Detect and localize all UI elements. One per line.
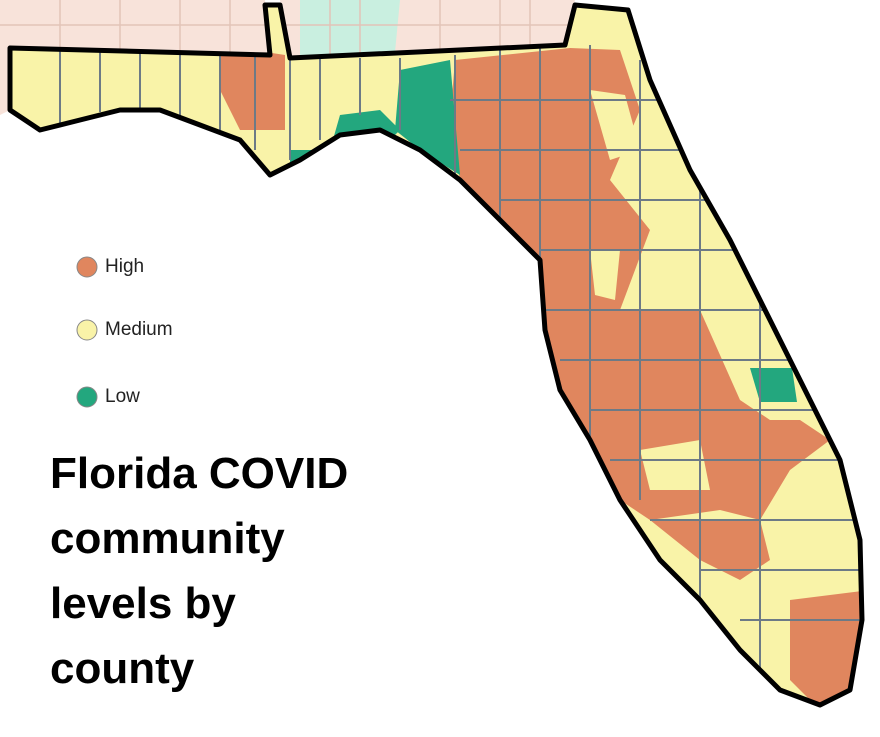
medium-region	[590, 90, 720, 490]
legend-swatch	[76, 386, 98, 408]
title-line: levels by	[50, 579, 236, 628]
low-region	[750, 368, 797, 402]
county-lines	[59, 45, 862, 690]
legend-label: High	[105, 256, 144, 277]
state-outline	[7, 2, 865, 708]
neighbor-county	[300, 0, 400, 56]
title-line: community	[50, 514, 285, 563]
legend-label: Medium	[105, 319, 173, 340]
neighbor-lines	[0, 0, 570, 56]
title: Florida COVID community levels by county	[50, 449, 348, 693]
high-region	[220, 45, 285, 130]
high-region	[650, 520, 770, 580]
legend-swatch	[76, 256, 98, 278]
low-region	[395, 60, 460, 175]
legend: High Medium Low	[76, 256, 173, 408]
neighbor-state	[0, 0, 270, 115]
title-line: Florida COVID	[50, 449, 348, 498]
high-region	[450, 48, 830, 520]
title-line: county	[50, 644, 195, 693]
legend-swatch	[76, 319, 98, 341]
legend-label: Low	[105, 386, 140, 407]
